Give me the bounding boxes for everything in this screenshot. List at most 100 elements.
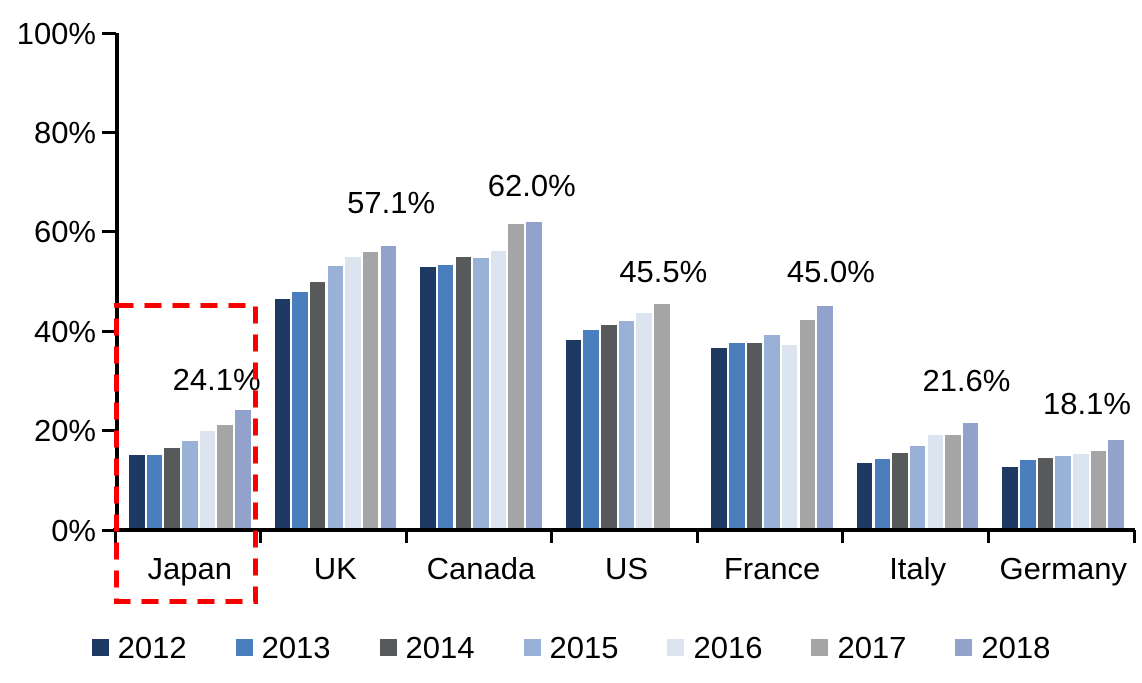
bar-slot (891, 453, 909, 528)
category-label-japan: Japan (147, 551, 233, 586)
bar-slot (635, 312, 653, 528)
bar-2018-france (817, 306, 833, 528)
bar-2014-france (746, 343, 763, 528)
bar-slot (600, 324, 618, 528)
bar-2015-canada (473, 258, 489, 528)
bar-slot (344, 256, 362, 528)
legend-swatch-2017 (811, 639, 829, 656)
y-axis-label: 60% (33, 214, 96, 250)
bar-2017-italy (945, 434, 961, 528)
bar-slot (799, 319, 817, 528)
bar-2017-france (799, 319, 816, 528)
bar-2014-germany (1037, 458, 1054, 528)
y-tick (102, 130, 116, 134)
bar-2012-uk (274, 298, 291, 528)
bar-group-japan: 24.1% (117, 33, 263, 528)
x-tick (986, 530, 990, 543)
bar-2015-italy (909, 446, 926, 528)
bar-slot (146, 455, 164, 528)
y-tick (102, 528, 116, 532)
legend-label-2014: 2014 (405, 630, 475, 665)
bar-2017-us (654, 303, 670, 528)
bar-2017-uk (362, 252, 379, 528)
legend-item-2014: 2014 (379, 630, 475, 665)
bar-slot (1037, 458, 1055, 528)
bar-slot (856, 463, 874, 528)
bar-2012-canada (420, 266, 436, 528)
bar-2016-canada (490, 250, 507, 528)
bar-slot (1072, 453, 1090, 528)
y-tick (102, 429, 116, 433)
bar-2016-japan (199, 431, 216, 528)
bar-slot (909, 446, 927, 528)
data-label-uk: 57.1% (347, 185, 436, 221)
bar-slot (291, 292, 309, 528)
bar-2012-japan (129, 455, 145, 528)
y-axis-label: 100% (16, 15, 96, 51)
x-tick (1132, 530, 1136, 543)
x-tick (550, 530, 554, 543)
legend-swatch-2014 (379, 639, 397, 656)
x-tick (113, 530, 117, 543)
bar-group-us: 45.5% (554, 33, 707, 528)
bar-slot (216, 425, 234, 528)
legend-label-2012: 2012 (117, 630, 187, 665)
y-axis-label: 20% (33, 413, 96, 449)
bar-2013-canada (437, 264, 454, 528)
legend-item-2016: 2016 (667, 632, 762, 663)
category-label-canada: Canada (426, 551, 536, 586)
bar-2016-us (636, 312, 652, 528)
data-label-us: 45.5% (619, 253, 708, 289)
bar-slot (944, 434, 962, 528)
bar-slot (309, 281, 327, 528)
legend-item-2017: 2017 (811, 632, 906, 663)
bar-slot (763, 335, 781, 528)
legend: 2012 2013 2014 2015 2016 2017 2018 (0, 632, 1142, 663)
legend-label-2013: 2013 (261, 630, 331, 665)
bar-group-canada: 62.0% (408, 33, 576, 528)
bar-slot (472, 258, 490, 528)
bar-2018-japan (235, 410, 251, 528)
data-label-japan: 24.1% (172, 362, 261, 398)
y-axis-line (115, 33, 119, 530)
bar-slot (454, 257, 472, 528)
y-tick (102, 31, 116, 35)
y-axis-label: 80% (33, 114, 96, 150)
legend-label-2018: 2018 (981, 630, 1051, 665)
bar-group-uk: 57.1% (263, 33, 435, 528)
bar-slot (816, 306, 834, 528)
bar-slot (1107, 440, 1125, 528)
bar-2018-canada (526, 221, 542, 528)
bar-2012-us (565, 339, 582, 528)
bar-2012-italy (856, 463, 873, 528)
bar-group-italy: 21.6% (845, 33, 1010, 528)
legend-item-2012: 2012 (91, 630, 187, 665)
legend-label-2015: 2015 (549, 630, 619, 665)
bar-2017-canada (508, 223, 524, 528)
bar-slot (781, 345, 799, 528)
bar-slot (926, 435, 944, 528)
x-tick (841, 530, 845, 543)
data-label-italy: 21.6% (922, 362, 1011, 398)
bar-2016-italy (927, 435, 944, 528)
bar-slot (618, 320, 636, 528)
bar-slot (163, 447, 181, 528)
bar-2012-france (711, 348, 727, 528)
legend-swatch-2012 (91, 639, 109, 656)
bar-2013-us (583, 330, 599, 528)
legend-item-2013: 2013 (235, 630, 331, 665)
y-tick (102, 230, 116, 234)
bar-slot (710, 348, 728, 528)
category-label-italy: Italy (889, 551, 947, 586)
x-tick (259, 530, 263, 543)
bar-slot (746, 343, 764, 528)
y-axis-label: 0% (51, 512, 96, 548)
bar-2013-italy (874, 458, 891, 528)
category-label-uk: UK (313, 551, 357, 586)
bar-slot (728, 342, 746, 528)
bar-2014-japan (164, 447, 180, 528)
bar-2013-uk (292, 292, 308, 528)
bar-slot (525, 221, 543, 528)
data-label-germany: 18.1% (1043, 386, 1131, 422)
